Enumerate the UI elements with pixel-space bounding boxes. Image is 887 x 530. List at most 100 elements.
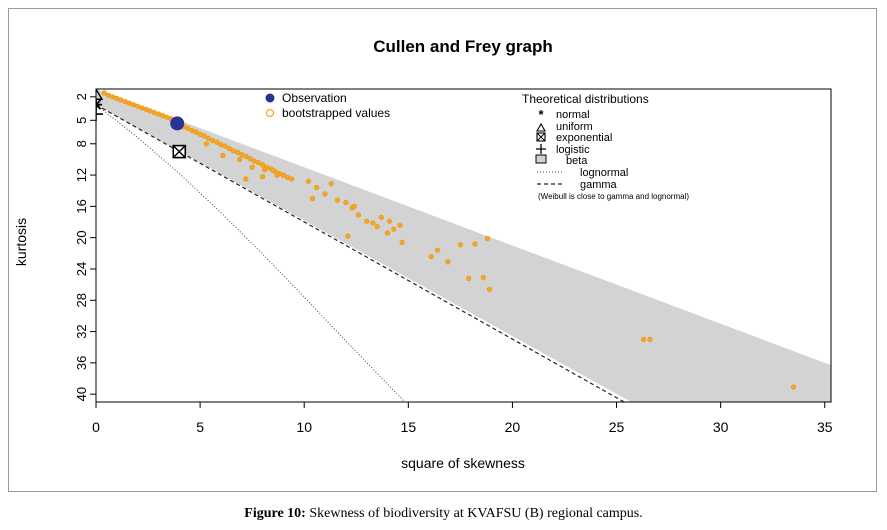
y-tick-label: 12 (74, 168, 89, 182)
caption-text: Skewness of biodiversity at KVAFSU (B) r… (305, 506, 643, 521)
uniform-point (96, 89, 104, 100)
legend-lognormal-label: lognormal (580, 167, 628, 179)
y-tick-label: 8 (74, 140, 89, 147)
bootstrap-point (790, 384, 797, 390)
bootstrap-point (647, 336, 653, 343)
legend-beta-marker (535, 154, 547, 164)
legend-normal-marker: * (538, 107, 544, 122)
bootstrap-point (222, 143, 228, 149)
legend-observation-marker (265, 93, 275, 103)
bootstrap-point (237, 156, 243, 162)
bootstrap-point (640, 336, 647, 343)
bootstrap-point (399, 239, 405, 245)
y-tick-label: 28 (74, 293, 89, 307)
x-tick-label: 0 (92, 419, 100, 435)
bootstrap-point (328, 181, 334, 187)
legend-uniform-label: uniform (556, 121, 593, 133)
legend-logistic-marker (536, 144, 546, 154)
y-tick-label: 24 (74, 262, 89, 276)
bootstrap-point (235, 149, 241, 155)
legend-exponential-label: exponential (556, 132, 612, 144)
bootstrap-point (243, 153, 249, 159)
legend-weibull-note: (Weibull is close to gamma and lognormal… (538, 192, 689, 201)
bootstrap-point (247, 156, 253, 162)
observation-point (170, 116, 185, 131)
bootstrap-point (255, 160, 262, 166)
y-tick-label: 40 (74, 387, 89, 401)
y-tick-label: 20 (74, 230, 89, 244)
bootstrap-point (480, 275, 486, 281)
bootstrap-point (309, 196, 316, 202)
bootstrap-point (185, 125, 191, 131)
bootstrap-point (384, 230, 391, 236)
bootstrap-point (387, 218, 393, 224)
bootstrap-point (445, 259, 451, 265)
bootstrap-point (466, 275, 472, 282)
y-tick-label: 5 (74, 117, 89, 124)
bootstrap-point (214, 139, 220, 145)
bootstrap-point (345, 233, 351, 239)
legend-normal-label: normal (556, 109, 590, 121)
bootstrap-point (280, 172, 287, 178)
bootstrap-point (274, 172, 280, 178)
legend-beta-label: beta (566, 155, 588, 167)
bootstrap-point (205, 135, 211, 141)
plot-box (95, 88, 832, 403)
legend-bootstrap-label: bootstrapped values (282, 106, 390, 120)
x-tick-label: 10 (296, 419, 312, 435)
x-tick-label: 15 (401, 419, 417, 435)
bootstrap-point (260, 162, 266, 168)
bootstrap-point (249, 164, 255, 170)
bootstrap-point (322, 191, 328, 197)
legend-exponential-marker (536, 132, 546, 142)
beta-region (96, 89, 831, 402)
legend-bootstrap-marker (265, 108, 275, 118)
legend-theoretical: Theoretical distributions * normal unifo… (522, 92, 689, 201)
figure-caption: Figure 10: Skewness of biodiversity at K… (0, 506, 887, 522)
y-tick-label: 2 (74, 93, 89, 100)
bootstrap-point (434, 247, 441, 253)
x-tick-label: 25 (609, 419, 625, 435)
bootstrap-point (193, 129, 199, 135)
bootstrap-point (472, 241, 478, 247)
exponential-point (172, 144, 187, 159)
legend-observations: Observation bootstrapped values (265, 91, 390, 120)
bootstrap-point (260, 174, 266, 180)
bootstrap-point (378, 214, 384, 220)
bootstrap-point (397, 222, 403, 228)
bootstrap-point (270, 167, 276, 173)
bootstrap-point (243, 176, 249, 182)
bootstrap-point (355, 212, 362, 218)
x-tick-label: 30 (713, 419, 729, 435)
y-tick-label: 36 (74, 356, 89, 370)
bootstrap-point (226, 145, 232, 152)
cullen-frey-chart: Cullen and Frey graph 0 5 10 15 20 25 30 35 258… (13, 37, 833, 471)
bootstrap-point (101, 90, 107, 96)
chart-title: Cullen and Frey graph (373, 37, 552, 56)
gamma-line (96, 104, 626, 402)
legend-observation-label: Observation (282, 91, 347, 105)
x-tick-label: 20 (505, 419, 521, 435)
bootstrap-point (262, 167, 268, 173)
bootstrap-point (343, 199, 349, 206)
bootstrap-point (203, 141, 209, 147)
bootstrap-point (220, 152, 226, 159)
bootstrap-point (351, 203, 357, 209)
bootstrap-point (486, 286, 493, 292)
x-tick-label: 5 (196, 419, 204, 435)
bootstrap-point (314, 185, 320, 191)
legend-theoretical-title: Theoretical distributions (522, 92, 649, 106)
legend-gamma-label: gamma (580, 179, 618, 191)
bootstrap-point (289, 176, 295, 182)
y-axis-label: kurtosis (13, 218, 29, 266)
y-tick-label: 16 (74, 199, 89, 213)
legend-uniform-marker (536, 122, 546, 132)
x-axis-label: square of skewness (401, 455, 525, 471)
bootstrap-point (374, 224, 380, 230)
caption-label: Figure 10: (244, 506, 306, 521)
bootstrap-point (305, 178, 312, 184)
lognormal-line (96, 104, 406, 402)
logistic-point (96, 107, 103, 122)
y-tick-label: 32 (74, 324, 89, 338)
bootstrap-point (364, 218, 370, 224)
